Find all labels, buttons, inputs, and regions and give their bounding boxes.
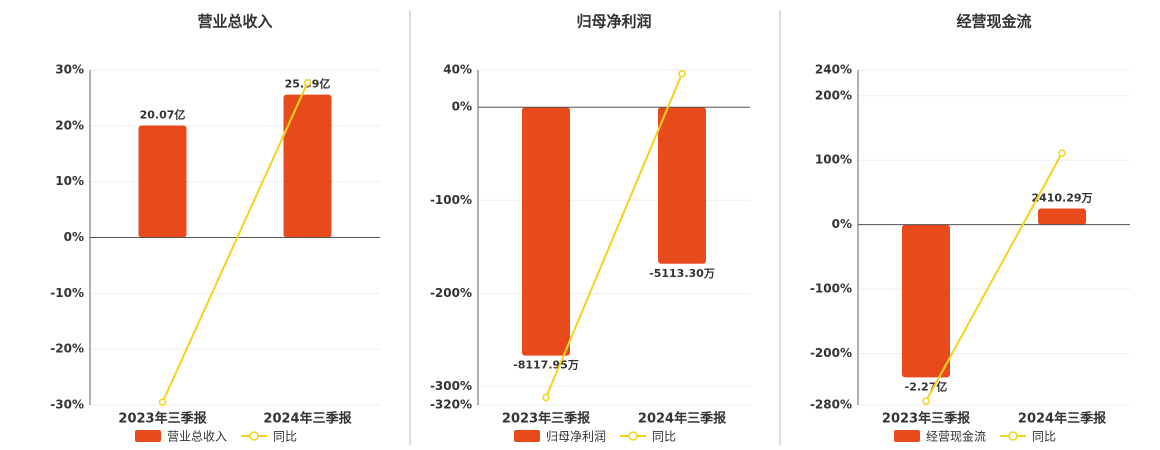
legend-label: 同比	[652, 430, 676, 444]
value-label: -2.27亿	[905, 379, 948, 393]
line	[925, 152, 1063, 402]
y-tick-label: 200%	[815, 88, 852, 102]
y-tick-label: -100%	[810, 282, 852, 296]
legend-swatch	[628, 431, 638, 441]
x-tick-label: 2023年三季报	[502, 411, 591, 427]
legend-label: 经营现金流	[926, 429, 986, 444]
value-label: -5113.30万	[649, 267, 715, 280]
point	[922, 397, 930, 405]
y-tick-label: 30%	[55, 63, 84, 77]
y-tick-label: 20%	[55, 118, 84, 132]
line	[545, 73, 683, 398]
x-tick-label: 2023年三季报	[882, 411, 971, 427]
y-tick-label: 40%	[443, 63, 472, 77]
chart-title: 归母净利润	[576, 13, 651, 31]
bar	[902, 224, 950, 378]
bar	[522, 107, 570, 356]
line	[161, 82, 309, 403]
y-tick-label: 10%	[55, 174, 84, 188]
y-tick-label: -200%	[430, 286, 472, 300]
point	[158, 398, 167, 406]
x-tick-label: 2024年三季报	[1018, 411, 1107, 427]
legend-swatch	[514, 430, 540, 442]
chart-title: 营业总收入	[197, 13, 272, 31]
legend-swatch	[894, 430, 920, 442]
bar	[658, 107, 706, 264]
y-tick-label: -280%	[810, 398, 852, 412]
y-tick-label: 100%	[815, 153, 852, 167]
y-tick-label: -200%	[810, 346, 852, 360]
legend-label: 营业总收入	[167, 430, 227, 444]
y-tick-label: 0%	[64, 230, 84, 244]
chart-title: 经营现金流	[956, 13, 1031, 31]
bar	[138, 125, 187, 238]
y-tick-label: 0%	[832, 217, 852, 231]
y-tick-label: -100%	[430, 193, 472, 207]
point	[542, 393, 550, 402]
legend-swatch	[249, 431, 259, 441]
y-tick-label: -20%	[50, 342, 84, 356]
y-tick-label: -300%	[430, 379, 472, 393]
legend-label: 同比	[1032, 430, 1056, 444]
y-tick-label: -320%	[430, 398, 472, 412]
x-tick-label: 2023年三季报	[118, 411, 207, 427]
bar	[1038, 208, 1086, 225]
legend-swatch	[1008, 431, 1018, 441]
legend-label: 归母净利润	[546, 430, 606, 444]
value-label: 20.07亿	[140, 107, 186, 121]
value-label: -8117.95万	[513, 359, 579, 372]
y-tick-label: -30%	[50, 398, 84, 412]
point	[678, 69, 686, 78]
point	[303, 79, 312, 87]
point	[1058, 149, 1066, 157]
y-tick-label: 240%	[815, 63, 852, 77]
bar	[283, 94, 332, 238]
y-tick-label: -10%	[50, 286, 84, 300]
y-tick-label: 0%	[452, 100, 472, 114]
value-label: 2410.29万	[1031, 192, 1092, 205]
x-tick-label: 2024年三季报	[638, 411, 727, 427]
x-tick-label: 2024年三季报	[263, 411, 352, 427]
legend-swatch	[135, 430, 161, 442]
legend-label: 同比	[273, 430, 297, 444]
